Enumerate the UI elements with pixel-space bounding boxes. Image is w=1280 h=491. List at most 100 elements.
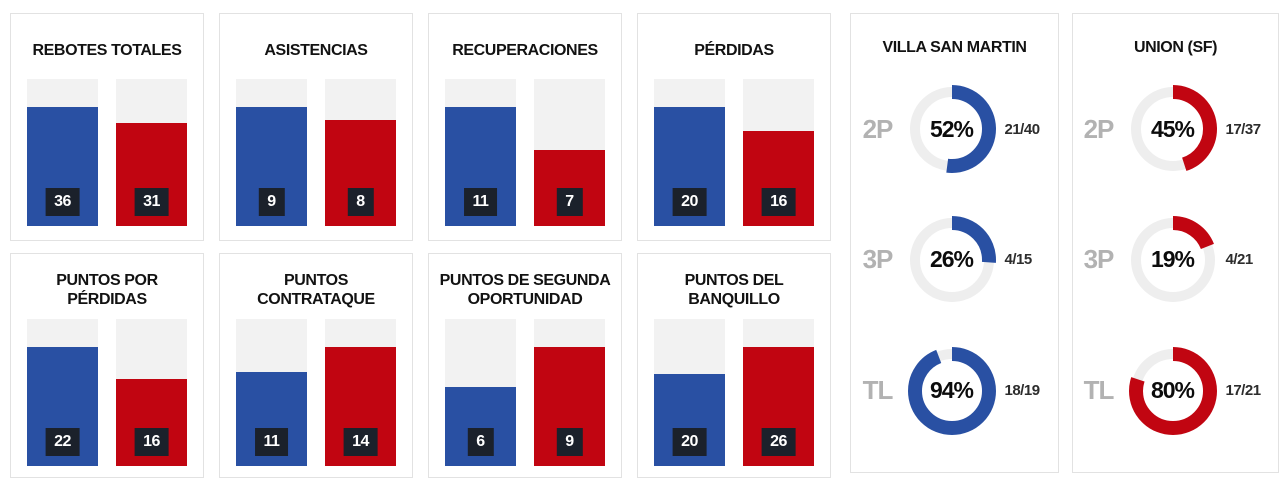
bar-chart: 36 31 xyxy=(11,79,203,226)
donut-svg xyxy=(1128,85,1217,174)
bar-chart: 6 9 xyxy=(429,319,621,466)
donut-row-tl: TL 80% 17/21 xyxy=(1073,346,1278,436)
bar-track-away: 8 xyxy=(325,79,396,226)
panel-title: PUNTOS CONTRATAQUE xyxy=(257,272,375,308)
donut-svg xyxy=(907,346,996,435)
donut-row-2p: 2P 52% 21/40 xyxy=(851,84,1058,174)
donut-chart-tl: 94% xyxy=(907,346,997,436)
donut-svg xyxy=(1128,346,1217,435)
bar-value-away: 16 xyxy=(761,188,796,216)
made-attempted-label: 17/21 xyxy=(1225,382,1262,400)
panel-title: RECUPERACIONES xyxy=(452,41,598,59)
made-attempted-label: 21/40 xyxy=(1004,120,1041,138)
bar-track-home: 20 xyxy=(654,319,725,466)
team-name-title: UNION (SF) xyxy=(1133,38,1218,56)
shot-type-label: 2P xyxy=(1083,113,1115,144)
donut-rows: 2P 52% 21/40 3P 26% xyxy=(851,64,1058,472)
bar-value-away: 14 xyxy=(343,428,378,456)
bar-value-home: 36 xyxy=(45,188,80,216)
bar-panels-grid: REBOTES TOTALES 36 31 ASISTENCIAS 9 xyxy=(10,13,831,478)
donut-chart-tl: 80% xyxy=(1128,346,1218,436)
bar-track-home: 22 xyxy=(27,319,98,466)
shot-type-label: 3P xyxy=(1083,244,1115,275)
bar-chart: 9 8 xyxy=(220,79,412,226)
donut-chart-2p: 45% xyxy=(1128,84,1218,174)
donut-row-3p: 3P 19% 4/21 xyxy=(1073,215,1278,305)
bar-track-away: 16 xyxy=(743,79,814,226)
shot-type-label: 2P xyxy=(862,113,894,144)
made-attempted-label: 4/21 xyxy=(1225,251,1254,269)
team-name-title: VILLA SAN MARTIN xyxy=(882,38,1027,56)
donut-chart-3p: 19% xyxy=(1128,215,1218,305)
panel-title: PUNTOS POR PÉRDIDAS xyxy=(56,272,158,308)
donut-svg xyxy=(1128,215,1217,304)
donut-value-arc xyxy=(907,346,996,435)
bar-track-home: 9 xyxy=(236,79,307,226)
donut-svg xyxy=(907,85,996,174)
made-attempted-label: 18/19 xyxy=(1004,382,1041,400)
bar-track-home: 11 xyxy=(445,79,516,226)
bar-value-home: 11 xyxy=(254,428,289,456)
bar-track-home: 36 xyxy=(27,79,98,226)
bar-value-away: 7 xyxy=(556,188,583,216)
panel-puntos-segunda-oportunidad: PUNTOS DE SEGUNDA OPORTUNIDAD 6 9 xyxy=(428,253,622,478)
bar-chart: 22 16 xyxy=(11,319,203,466)
donut-value-arc xyxy=(1128,85,1217,174)
percentage-label: 52% xyxy=(929,115,974,142)
bar-track-away: 9 xyxy=(534,319,605,466)
bar-value-away: 16 xyxy=(134,428,169,456)
panel-asistencias: ASISTENCIAS 9 8 xyxy=(219,13,413,241)
donut-chart-3p: 26% xyxy=(907,215,997,305)
donut-row-3p: 3P 26% 4/15 xyxy=(851,215,1058,305)
donut-chart-2p: 52% xyxy=(907,84,997,174)
bar-value-home: 9 xyxy=(258,188,285,216)
bar-track-away: 7 xyxy=(534,79,605,226)
donut-row-tl: TL 94% 18/19 xyxy=(851,346,1058,436)
bar-value-away: 8 xyxy=(347,188,374,216)
bar-value-away: 26 xyxy=(761,428,796,456)
panel-puntos-contrataque: PUNTOS CONTRATAQUE 11 14 xyxy=(219,253,413,478)
panel-puntos-del-banquillo: PUNTOS DEL BANQUILLO 20 26 xyxy=(637,253,831,478)
panel-title: PUNTOS DEL BANQUILLO xyxy=(684,272,784,308)
donut-svg xyxy=(907,215,996,304)
made-attempted-label: 4/15 xyxy=(1004,251,1033,269)
panel-shooting-union-sf: UNION (SF) 2P 45% 17/37 3P xyxy=(1072,13,1279,473)
donut-row-2p: 2P 45% 17/37 xyxy=(1073,84,1278,174)
panel-title: PÉRDIDAS xyxy=(694,41,774,59)
panel-title: PUNTOS DE SEGUNDA OPORTUNIDAD xyxy=(439,272,611,308)
bar-track-home: 11 xyxy=(236,319,307,466)
panel-rebotes-totales: REBOTES TOTALES 36 31 xyxy=(10,13,204,241)
donut-value-arc xyxy=(907,215,996,304)
panel-title: ASISTENCIAS xyxy=(264,41,368,59)
stats-dashboard: REBOTES TOTALES 36 31 ASISTENCIAS 9 xyxy=(10,13,1279,478)
bar-track-home: 6 xyxy=(445,319,516,466)
donut-value-arc xyxy=(1128,215,1217,304)
bar-value-home: 6 xyxy=(467,428,494,456)
donut-value-arc xyxy=(1128,346,1217,435)
bar-track-away: 31 xyxy=(116,79,187,226)
bar-chart: 11 14 xyxy=(220,319,412,466)
bar-value-away: 9 xyxy=(556,428,583,456)
bar-track-away: 16 xyxy=(116,319,187,466)
donut-rows: 2P 45% 17/37 3P 19% xyxy=(1073,64,1278,472)
panel-title: REBOTES TOTALES xyxy=(32,41,182,59)
panel-perdidas: PÉRDIDAS 20 16 xyxy=(637,13,831,241)
shot-type-label: 3P xyxy=(862,244,894,275)
bar-chart: 20 16 xyxy=(638,79,830,226)
bar-value-home: 11 xyxy=(463,188,498,216)
bar-value-home: 22 xyxy=(45,428,80,456)
bar-value-home: 20 xyxy=(672,428,707,456)
percentage-label: 19% xyxy=(1150,246,1195,273)
bar-chart: 11 7 xyxy=(429,79,621,226)
bar-track-home: 20 xyxy=(654,79,725,226)
made-attempted-label: 17/37 xyxy=(1225,120,1262,138)
shot-type-label: TL xyxy=(862,375,894,406)
percentage-label: 94% xyxy=(929,377,974,404)
percentage-label: 26% xyxy=(929,246,974,273)
panel-puntos-por-perdidas: PUNTOS POR PÉRDIDAS 22 16 xyxy=(10,253,204,478)
percentage-label: 45% xyxy=(1150,115,1195,142)
bar-value-away: 31 xyxy=(134,188,169,216)
panel-shooting-villa-san-martin: VILLA SAN MARTIN 2P 52% 21/40 3P xyxy=(850,13,1059,473)
donut-value-arc xyxy=(907,85,996,174)
bar-chart: 20 26 xyxy=(638,319,830,466)
